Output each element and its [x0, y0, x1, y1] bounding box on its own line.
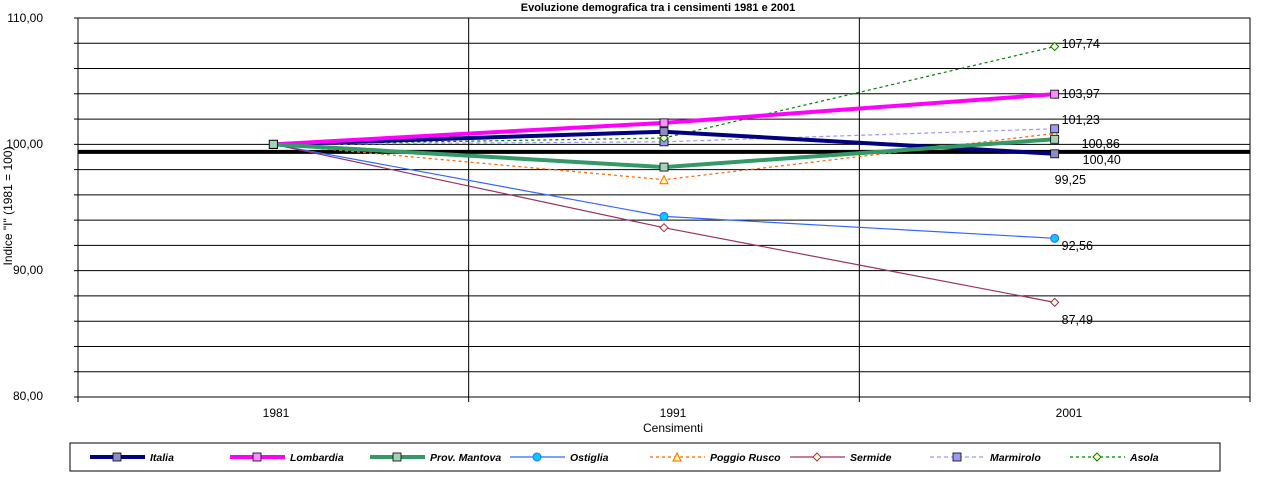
plot-area: [74, 17, 1251, 402]
data-point-prov-mantova: [1050, 134, 1060, 144]
legend-label-ostiglia: Ostiglia: [570, 452, 609, 464]
data-label: 101,23: [1062, 113, 1100, 127]
data-point-ostiglia: [1050, 233, 1060, 243]
legend-label-italia: Italia: [150, 452, 174, 464]
legend-label-prov-mantova: Prov. Mantova: [430, 452, 501, 464]
data-label: 107,74: [1062, 37, 1100, 51]
legend-marker-asola: [1092, 452, 1102, 462]
data-point-marmirolo: [1050, 124, 1060, 134]
data-label: 92,56: [1062, 239, 1093, 253]
x-axis-label: Censimenti: [643, 421, 703, 435]
legend-label-sermide: Sermide: [850, 452, 892, 464]
series-line-marmirolo: [273, 128, 1055, 145]
data-label: 100,86: [1082, 137, 1120, 151]
y-tick-label: 90,00: [13, 263, 43, 277]
y-axis-label: Indice "I" (1981 = 100): [1, 147, 15, 266]
legend-marker-marmirolo: [952, 452, 962, 462]
plot-frame: [77, 17, 1251, 398]
data-label: 100,40: [1083, 153, 1121, 167]
data-point-italia: [1050, 149, 1060, 159]
legend-label-marmirolo: Marmirolo: [990, 452, 1041, 464]
data-label: 103,97: [1062, 87, 1100, 101]
data-point-sermide: [1049, 297, 1060, 308]
legend-marker-poggio-rusco: [672, 451, 682, 462]
legend-marker-sermide: [812, 452, 822, 462]
data-point-italia: [659, 127, 669, 137]
legend-marker-lombardia: [252, 452, 262, 462]
legend-marker-ostiglia: [532, 452, 542, 462]
data-point-ostiglia: [659, 211, 669, 221]
data-label: 99,25: [1055, 173, 1086, 187]
legend-entries: Italia Lombardia Prov. Mantova Ostiglia Pogg…: [90, 451, 1159, 464]
legend-label-poggio-rusco: Poggio Rusco: [710, 452, 781, 464]
y-tick-label: 80,00: [13, 389, 43, 403]
data-point-lombardia: [659, 118, 669, 128]
x-tick-label: 1991: [660, 406, 687, 420]
legend-marker-prov-mantova: [392, 452, 402, 462]
data-point-prov-mantova: [659, 162, 669, 172]
y-tick-label: 110,00: [7, 11, 43, 25]
data-labels: 107,74 103,97 101,23 100,86 100,40 99,25 92,56…: [1055, 37, 1121, 327]
x-tick-label: 1981: [263, 406, 290, 420]
data-point-asola: [1049, 41, 1060, 52]
chart-title: Evoluzione demografica tra i censimenti …: [521, 2, 796, 14]
data-point-prov-mantova: [268, 139, 278, 149]
data-point-sermide: [659, 223, 669, 233]
data-label: 87,49: [1062, 313, 1093, 327]
legend-label-asola: Asola: [1129, 452, 1159, 464]
legend-marker-italia: [112, 452, 122, 462]
x-tick-label: 2001: [1056, 406, 1083, 420]
data-point-lombardia: [1050, 89, 1060, 99]
y-tick-label: 100,00: [6, 137, 43, 151]
data-point-poggio-rusco: [659, 174, 669, 185]
legend-label-lombardia: Lombardia: [290, 452, 344, 464]
